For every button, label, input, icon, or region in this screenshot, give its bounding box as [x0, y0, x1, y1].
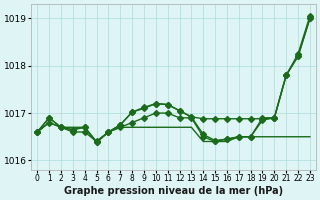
X-axis label: Graphe pression niveau de la mer (hPa): Graphe pression niveau de la mer (hPa) [64, 186, 283, 196]
